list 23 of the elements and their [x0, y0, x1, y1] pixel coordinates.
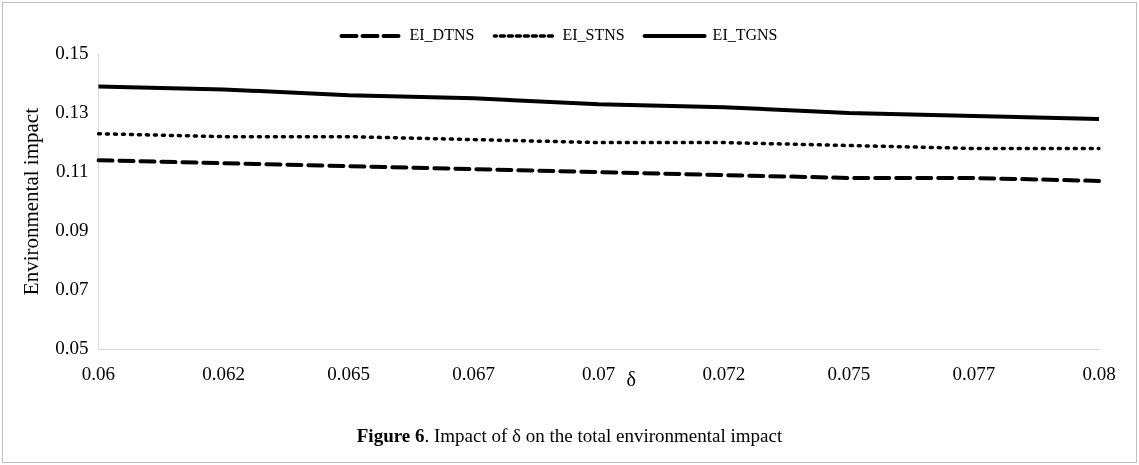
x-tick-label: 0.07 — [582, 362, 616, 384]
x-tick-label: 0.062 — [202, 362, 245, 384]
legend-label: EI_STNS — [562, 26, 625, 44]
x-tick-label: 0.075 — [827, 362, 871, 384]
line-series — [96, 131, 1101, 151]
y-tick-label: 0.05 — [55, 337, 89, 359]
x-tick-label: 0.067 — [452, 362, 496, 384]
x-tick-label: 0.065 — [327, 362, 370, 384]
x-axis-title: δ — [626, 368, 636, 391]
y-tick-label: 0.15 — [55, 41, 89, 63]
caption: Figure 6. Impact of δ on the total environmental impact — [355, 425, 784, 447]
line-series — [96, 158, 1101, 183]
y-tick-label: 0.11 — [55, 160, 89, 182]
x-tick-label: 0.072 — [702, 362, 746, 384]
y-tick-label: 0.13 — [55, 101, 89, 123]
legend-label: EI_DTNS — [409, 26, 475, 44]
y-tick-label: 0.09 — [55, 219, 89, 241]
legend-label: EI_TGNS — [712, 26, 778, 44]
x-tick-label: 0.08 — [1082, 362, 1116, 384]
y-tick-label: 0.07 — [55, 278, 89, 300]
x-tick-label: 0.077 — [952, 362, 996, 384]
x-tick-label: 0.06 — [81, 362, 116, 384]
y-axis-title: Environmental impact — [19, 107, 44, 296]
